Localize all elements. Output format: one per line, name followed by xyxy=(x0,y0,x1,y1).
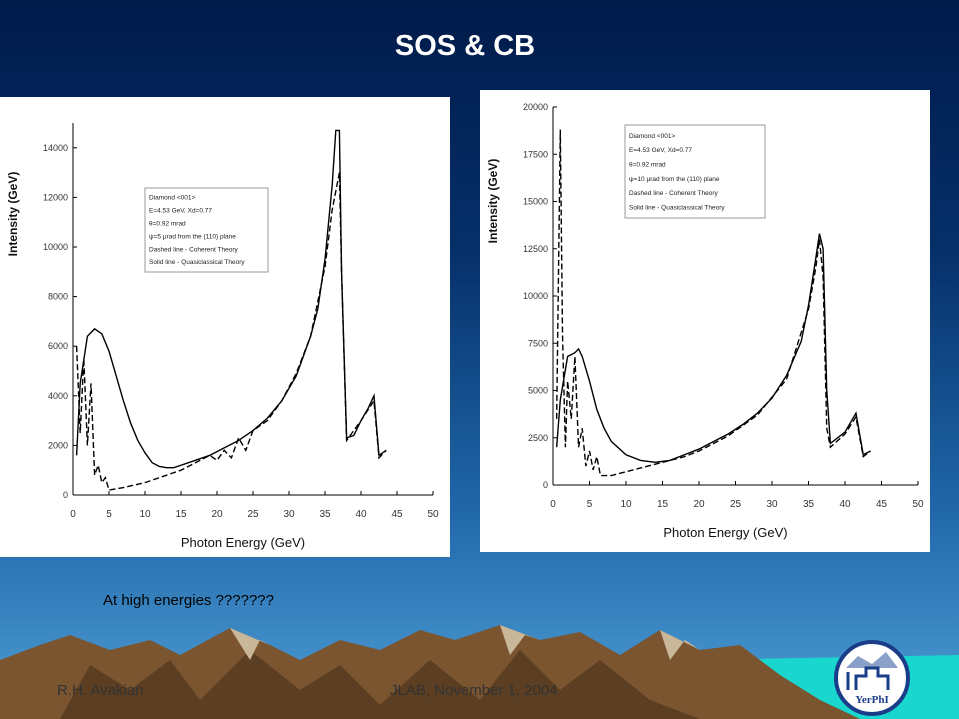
x-tick-label: 5 xyxy=(106,509,112,520)
y-tick-label: 17500 xyxy=(523,149,548,159)
y-tick-label: 4000 xyxy=(48,391,68,401)
x-tick-label: 30 xyxy=(283,509,295,520)
annotation: θ=0.92 mrad xyxy=(149,220,186,227)
y-axis-label: Intensity (GeV) xyxy=(486,159,500,244)
y-tick-label: 2000 xyxy=(48,440,68,450)
chart-panel: 0 5 10 15 20 25 30 35 40 45 50 0 2500 5000 7500 10000 12… xyxy=(480,90,930,552)
x-tick-label: 45 xyxy=(391,509,403,520)
logo-text: YerPhI xyxy=(855,694,889,706)
chart: 0 5 10 15 20 25 30 35 40 45 50 0 2500 5000 7500 10000 12… xyxy=(486,102,924,540)
y-tick-label: 14000 xyxy=(43,143,68,153)
x-tick-label: 15 xyxy=(175,509,187,520)
y-tick-label: 10000 xyxy=(523,291,548,301)
legend-entry: Solid line - Quasiclassical Theory xyxy=(629,204,725,211)
x-axis-label: Photon Energy (GeV) xyxy=(663,525,787,540)
slide-title: SOS & CB xyxy=(394,30,536,62)
chart-panel: 0 5 10 15 20 25 30 35 40 45 50 0 2000 4000 6000 8000 100… xyxy=(0,97,450,557)
x-tick-label: 0 xyxy=(550,499,556,510)
y-tick-label: 0 xyxy=(543,480,548,490)
y-tick-label: 7500 xyxy=(528,338,548,348)
y-tick-label: 12000 xyxy=(43,192,68,202)
x-tick-label: 35 xyxy=(319,509,331,520)
y-tick-label: 2500 xyxy=(528,433,548,443)
legend-box xyxy=(144,187,269,273)
legend-box xyxy=(624,124,766,219)
x-tick-label: 5 xyxy=(587,499,593,510)
x-tick-label: 50 xyxy=(427,509,439,520)
footer-date: JLAB, November 1, 2004 xyxy=(390,682,558,699)
x-tick-label: 20 xyxy=(693,499,705,510)
y-tick-label: 10000 xyxy=(43,242,68,252)
y-axis-label: Intensity (GeV) xyxy=(6,172,20,257)
y-tick-label: 8000 xyxy=(48,292,68,302)
annotation: Diamond <001> xyxy=(149,195,195,202)
annotation: E=4.53 GeV, Xd=0.77 xyxy=(629,147,692,154)
series-line xyxy=(555,233,871,464)
y-tick-label: 12500 xyxy=(523,244,548,254)
annotation: Diamond <001> xyxy=(629,133,675,140)
x-tick-label: 10 xyxy=(620,499,632,510)
x-tick-label: 20 xyxy=(211,509,223,520)
x-tick-label: 40 xyxy=(839,499,851,510)
x-tick-label: 25 xyxy=(730,499,742,510)
x-tick-label: 15 xyxy=(657,499,669,510)
series-line xyxy=(75,129,387,469)
x-tick-label: 10 xyxy=(139,509,151,520)
footer-author: R.H. Avakian xyxy=(57,682,144,699)
x-tick-label: 0 xyxy=(70,509,76,520)
y-tick-label: 6000 xyxy=(48,341,68,351)
y-tick-label: 0 xyxy=(63,490,68,500)
annotation: ψ=5 μrad from the (110) plane xyxy=(149,233,236,240)
y-tick-label: 15000 xyxy=(523,197,548,207)
note: At high energies ??????? xyxy=(103,592,274,609)
x-tick-label: 40 xyxy=(355,509,367,520)
annotation: ψ=10 μrad from the (110) plane xyxy=(629,176,720,183)
legend-entry: Solid line - Quasiclassical Theory xyxy=(149,259,245,266)
x-axis-label: Photon Energy (GeV) xyxy=(181,535,305,550)
x-tick-label: 50 xyxy=(912,499,924,510)
y-tick-label: 5000 xyxy=(528,386,548,396)
x-tick-label: 35 xyxy=(803,499,815,510)
x-tick-label: 45 xyxy=(876,499,888,510)
chart: 0 5 10 15 20 25 30 35 40 45 50 0 2000 4000 6000 8000 100… xyxy=(6,123,439,550)
legend-entry: Dashed line - Coherent Theory xyxy=(149,246,239,253)
annotation: E=4.53 GeV, Xd=0.77 xyxy=(149,208,212,215)
y-tick-label: 20000 xyxy=(523,102,548,112)
legend-entry: Dashed line - Coherent Theory xyxy=(629,190,719,197)
x-tick-label: 30 xyxy=(766,499,778,510)
x-tick-label: 25 xyxy=(247,509,259,520)
annotation: θ=0.92 mrad xyxy=(629,161,666,168)
series-line xyxy=(555,129,871,477)
